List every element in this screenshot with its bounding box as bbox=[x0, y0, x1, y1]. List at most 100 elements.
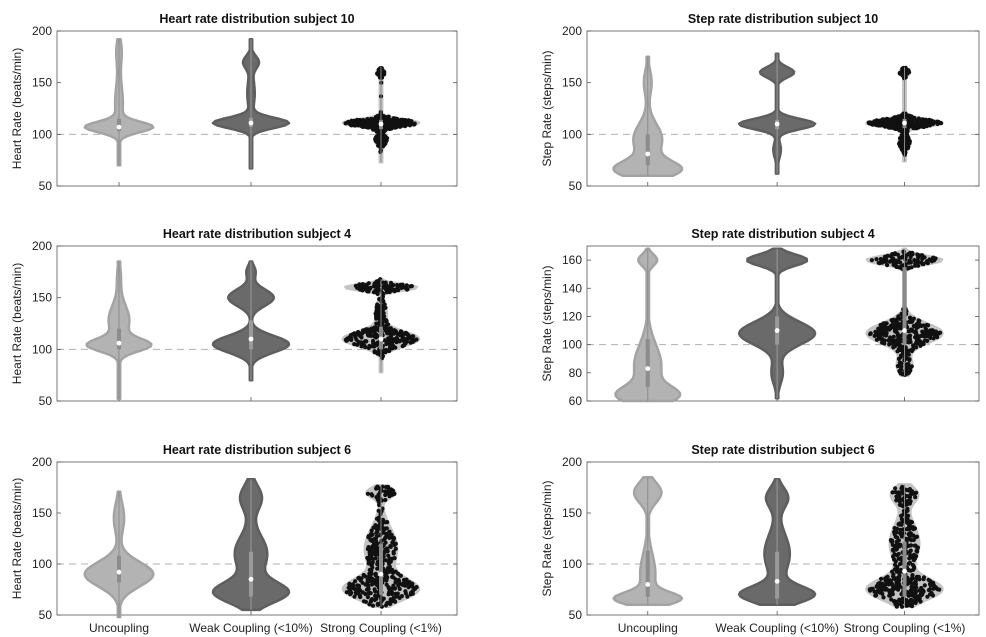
iqr-box bbox=[645, 134, 650, 166]
data-point bbox=[914, 490, 919, 495]
y-tick-label: 100 bbox=[32, 557, 52, 571]
data-point bbox=[391, 344, 396, 349]
data-point bbox=[904, 347, 909, 352]
strong-coupling-points bbox=[868, 249, 943, 377]
data-point bbox=[391, 595, 396, 600]
data-point bbox=[889, 341, 894, 346]
data-point bbox=[891, 587, 896, 592]
data-point bbox=[905, 506, 910, 511]
data-point bbox=[384, 582, 389, 587]
data-point bbox=[364, 282, 369, 287]
data-point bbox=[935, 119, 940, 124]
y-tick-label: 150 bbox=[562, 506, 582, 520]
data-point bbox=[398, 332, 403, 337]
data-point bbox=[373, 326, 378, 331]
panel-title: Step rate distribution subject 4 bbox=[691, 227, 874, 241]
data-point bbox=[353, 590, 358, 595]
data-point bbox=[911, 117, 916, 122]
data-point bbox=[917, 588, 922, 593]
data-point bbox=[921, 333, 926, 338]
iqr-box bbox=[117, 555, 121, 583]
data-point bbox=[890, 569, 895, 574]
data-point bbox=[879, 325, 884, 331]
data-point bbox=[924, 124, 929, 129]
data-point bbox=[868, 588, 873, 593]
data-point bbox=[907, 319, 912, 324]
axes-frame bbox=[56, 461, 458, 616]
data-point bbox=[926, 588, 932, 593]
data-point bbox=[906, 334, 911, 339]
data-point bbox=[897, 574, 902, 579]
data-point bbox=[931, 255, 936, 260]
y-tick-label: 200 bbox=[562, 24, 582, 38]
iqr-box bbox=[902, 267, 907, 345]
data-point bbox=[397, 586, 402, 592]
data-point bbox=[909, 364, 914, 369]
data-point bbox=[383, 140, 388, 145]
data-point bbox=[874, 257, 879, 262]
data-point bbox=[907, 534, 912, 539]
data-point bbox=[873, 329, 878, 334]
data-point bbox=[365, 491, 370, 496]
data-point bbox=[354, 587, 359, 592]
data-point bbox=[407, 123, 413, 128]
data-point bbox=[883, 576, 888, 581]
data-point bbox=[910, 319, 915, 324]
data-point bbox=[904, 143, 909, 149]
data-point bbox=[877, 586, 882, 591]
data-point bbox=[911, 345, 916, 350]
data-point bbox=[896, 551, 901, 557]
data-point bbox=[890, 542, 895, 548]
data-point bbox=[378, 149, 383, 154]
data-point bbox=[904, 527, 909, 532]
data-point bbox=[369, 598, 374, 603]
data-point bbox=[374, 583, 380, 588]
data-point bbox=[914, 589, 919, 594]
data-point bbox=[380, 280, 386, 285]
data-point bbox=[887, 327, 892, 332]
data-point bbox=[929, 591, 934, 596]
data-point bbox=[387, 336, 392, 341]
data-point bbox=[350, 582, 356, 587]
data-point bbox=[369, 562, 374, 567]
data-point bbox=[898, 527, 903, 533]
data-point bbox=[907, 250, 913, 256]
data-point bbox=[909, 265, 914, 270]
y-tick-label: 160 bbox=[562, 253, 582, 267]
data-point bbox=[383, 318, 388, 323]
data-point bbox=[897, 570, 902, 575]
data-point bbox=[917, 597, 922, 602]
data-point bbox=[365, 117, 370, 122]
data-point bbox=[911, 567, 916, 573]
data-point bbox=[352, 594, 357, 599]
panel-title: Heart rate distribution subject 10 bbox=[159, 12, 354, 26]
data-point bbox=[900, 484, 905, 489]
data-point bbox=[355, 332, 360, 337]
median-marker bbox=[902, 328, 907, 333]
data-point bbox=[924, 322, 930, 328]
data-point bbox=[896, 335, 901, 341]
data-point bbox=[369, 547, 374, 552]
data-point bbox=[891, 262, 896, 267]
data-point bbox=[898, 542, 903, 547]
data-point bbox=[903, 368, 908, 373]
data-point bbox=[389, 569, 394, 574]
data-point bbox=[371, 290, 377, 295]
data-point bbox=[385, 520, 390, 525]
data-point bbox=[900, 347, 905, 352]
data-point bbox=[367, 567, 372, 573]
data-point bbox=[892, 526, 897, 531]
data-point bbox=[383, 603, 389, 608]
data-point bbox=[393, 546, 398, 551]
data-point bbox=[913, 600, 918, 606]
median-marker bbox=[774, 328, 780, 333]
data-point bbox=[367, 333, 372, 338]
data-point bbox=[894, 530, 899, 535]
strong-coupling-points bbox=[343, 66, 417, 154]
data-point bbox=[898, 531, 903, 536]
data-point bbox=[373, 350, 378, 355]
data-point bbox=[371, 542, 377, 547]
data-point bbox=[397, 120, 402, 125]
data-point bbox=[888, 592, 893, 597]
